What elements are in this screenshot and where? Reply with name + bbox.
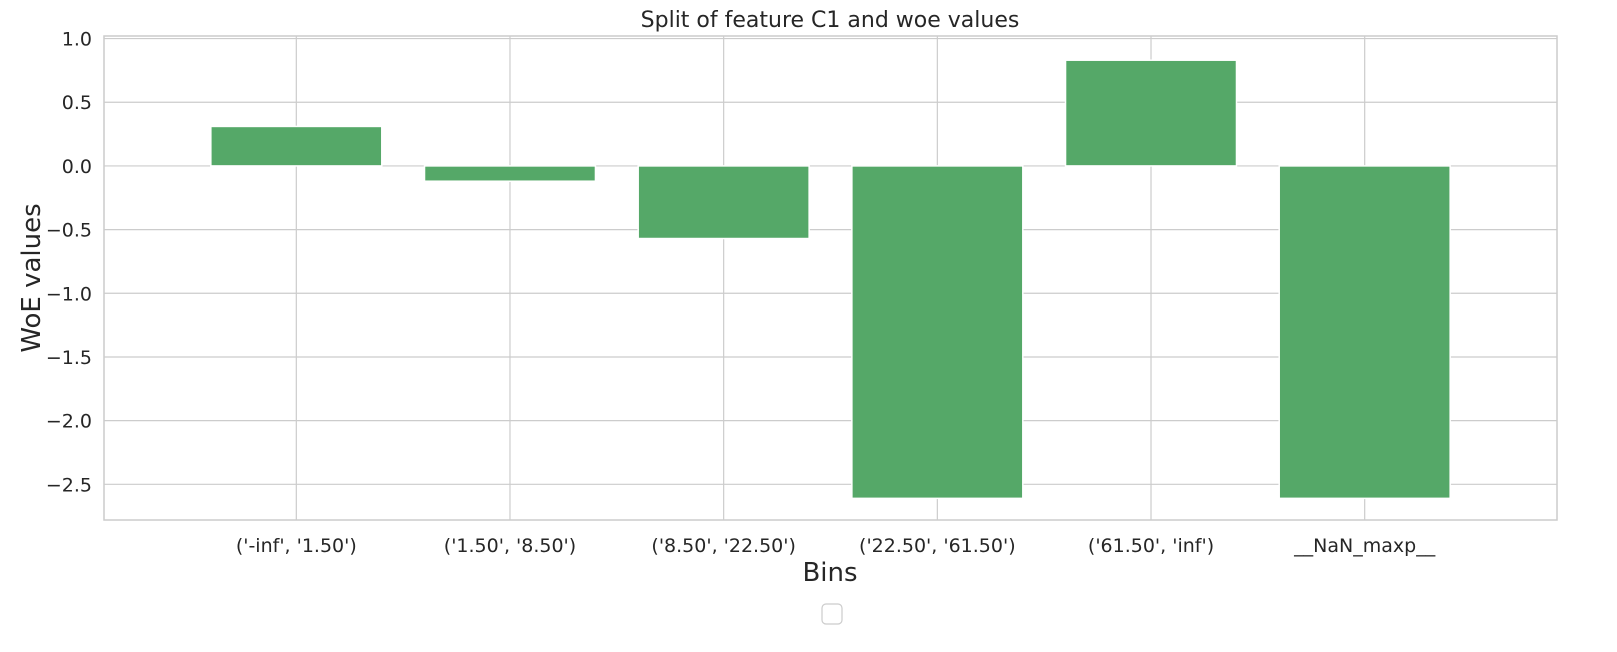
x-tick-label: ('-inf', '1.50') bbox=[236, 535, 357, 557]
plot-frame bbox=[103, 35, 1558, 521]
legend bbox=[821, 603, 843, 625]
y-axis-label: WoE values bbox=[17, 203, 47, 352]
bar bbox=[637, 165, 810, 240]
x-tick-label: ('61.50', 'inf') bbox=[1088, 535, 1214, 557]
y-tick-label: −1.0 bbox=[46, 283, 92, 305]
y-tick-label: 1.0 bbox=[62, 29, 92, 51]
y-tick-label: 0.5 bbox=[62, 92, 92, 114]
y-tick-label: −1.5 bbox=[46, 347, 92, 369]
x-tick-label: ('8.50', '22.50') bbox=[651, 535, 796, 557]
x-tick-labels: ('-inf', '1.50') ('1.50', '8.50') ('8.50',… bbox=[236, 535, 1436, 557]
chart-title: Split of feature C1 and woe values bbox=[641, 8, 1020, 33]
x-axis-label: Bins bbox=[802, 558, 857, 588]
y-tick-label: −2.5 bbox=[46, 474, 92, 496]
y-tick-label: −2.0 bbox=[46, 411, 92, 433]
bar bbox=[423, 165, 597, 182]
bar bbox=[1064, 59, 1238, 167]
x-tick-label: ('1.50', '8.50') bbox=[444, 535, 576, 557]
bar bbox=[210, 125, 383, 167]
y-tick-label: −0.5 bbox=[46, 220, 92, 242]
x-tick-label: ('22.50', '61.50') bbox=[859, 535, 1016, 557]
y-tick-label: 0.0 bbox=[62, 156, 92, 178]
x-tick-label: __NaN_maxp__ bbox=[1293, 535, 1436, 557]
y-tick-labels: 1.0 0.5 0.0 −0.5 −1.0 −1.5 −2.0 −2.5 bbox=[46, 29, 92, 497]
bar bbox=[1278, 165, 1451, 500]
bar bbox=[851, 165, 1024, 500]
bars bbox=[210, 59, 1451, 500]
